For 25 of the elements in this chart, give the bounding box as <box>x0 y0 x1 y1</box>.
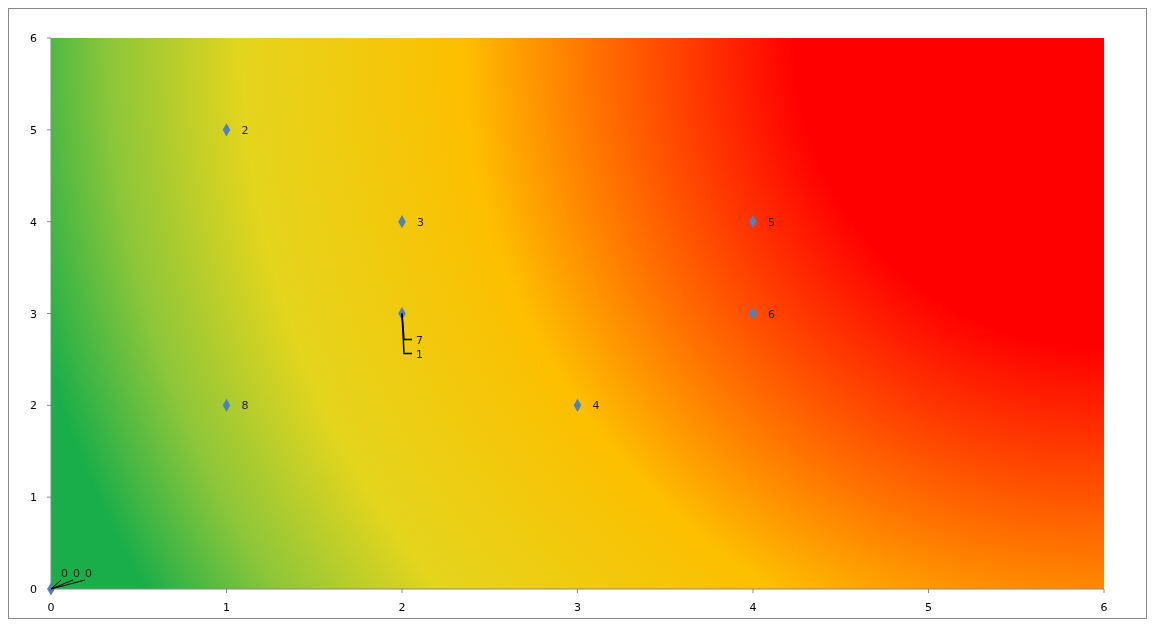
annotation: 4 <box>592 399 600 413</box>
x-tick-label: 6 <box>1100 601 1108 614</box>
annotation: 1 <box>416 347 423 361</box>
y-tick-label: 1 <box>30 491 37 505</box>
x-tick-label: 5 <box>925 601 932 614</box>
x-tick-label: 0 <box>47 601 55 614</box>
x-tick-label: 1 <box>223 601 230 614</box>
annotation: 3 <box>417 215 424 229</box>
annotation: 8 <box>241 399 249 413</box>
x-tick-label: 3 <box>574 601 581 614</box>
x-tick-label: 2 <box>398 601 406 614</box>
y-tick-label: 0 <box>30 583 37 596</box>
annotation: 7 <box>416 333 423 347</box>
annotation: 6 <box>768 307 775 321</box>
y-tick-label: 6 <box>30 32 37 45</box>
y-tick-label: 3 <box>30 307 37 321</box>
annotation: 5 <box>768 215 775 229</box>
y-tick-label: 2 <box>30 399 37 413</box>
annotation: 0 <box>85 567 92 580</box>
y-tick-label: 5 <box>30 123 37 137</box>
x-tick-label: 4 <box>749 601 757 614</box>
annotation: 0 <box>73 567 80 580</box>
y-tick-label: 4 <box>30 215 37 229</box>
annotation: 0 <box>61 567 68 580</box>
annotation: 2 <box>241 123 249 137</box>
